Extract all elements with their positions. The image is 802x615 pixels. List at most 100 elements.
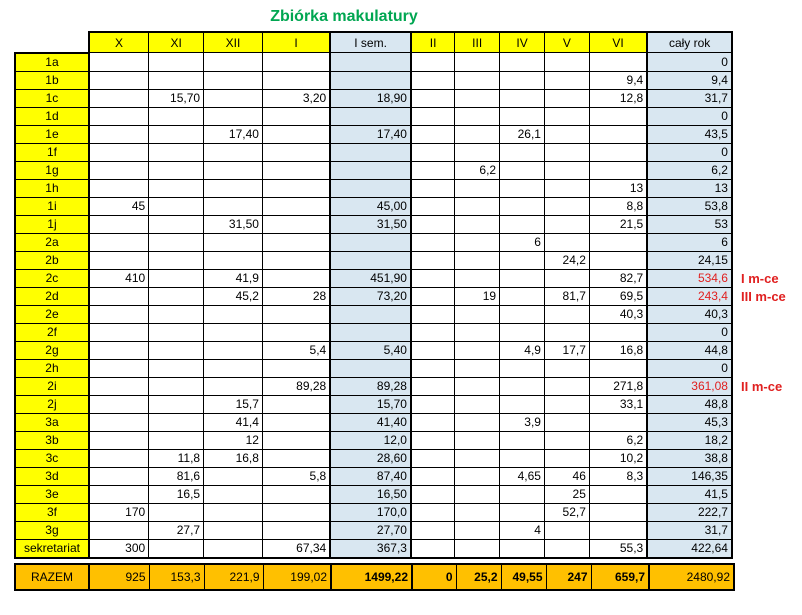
table-row: 1e 17,40 17,40 26,1 43,5: [14, 124, 801, 144]
table-row: 2g 5,4 5,40 4,9 17,7 16,8 44,8: [14, 340, 801, 360]
table-cell: [261, 412, 331, 432]
row-label: 1a: [14, 51, 90, 72]
table-cell: 41,40: [329, 412, 412, 432]
table-cell: [543, 358, 590, 378]
table-cell: [454, 232, 501, 252]
table-cell: 12: [203, 430, 263, 450]
table-cell: 0: [646, 52, 733, 72]
table-cell: [588, 232, 648, 252]
column-header: III: [454, 31, 501, 53]
table-cell: [148, 304, 205, 324]
table-cell: [454, 268, 501, 288]
table-cell: 24,15: [646, 250, 733, 270]
table-row: 3f 170 170,0 52,7 222,7: [14, 502, 801, 522]
table-cell: [261, 430, 331, 450]
table-cell: 31,50: [203, 214, 263, 234]
table-cell: [329, 232, 412, 252]
row-label: 2h: [14, 358, 90, 378]
table-cell: 55,3: [588, 538, 648, 559]
table-cell: [88, 322, 150, 342]
table-cell: [410, 106, 456, 126]
table-row: 2h 0: [14, 358, 801, 378]
table-cell: [88, 484, 150, 504]
table-cell: [88, 142, 150, 162]
table-cell: [499, 178, 545, 198]
table-cell: 17,40: [203, 124, 263, 144]
table-row: 2f 0: [14, 322, 801, 342]
table-cell: [410, 268, 456, 288]
table-cell: 300: [88, 538, 150, 559]
rank-note: [731, 431, 801, 449]
table-cell: [410, 430, 456, 450]
table-cell: [203, 358, 263, 378]
rank-note: [731, 539, 801, 558]
table-cell: [203, 142, 263, 162]
table-row: 1d 0: [14, 106, 801, 126]
table-cell: 16,5: [148, 484, 205, 504]
rank-note: [731, 359, 801, 377]
table-cell: [261, 484, 331, 504]
table-cell: [454, 502, 501, 522]
table-cell: 4: [499, 520, 545, 540]
table-cell: [261, 394, 331, 414]
table-cell: 28,60: [329, 448, 412, 468]
table-cell: [499, 250, 545, 270]
table-cell: 13: [646, 178, 733, 198]
total-cell: 247: [545, 562, 592, 591]
row-label: 3e: [14, 484, 90, 504]
table-cell: 12,8: [588, 88, 648, 108]
table-cell: [88, 286, 150, 306]
table-cell: 17,40: [329, 124, 412, 144]
table-cell: [88, 52, 150, 72]
table-cell: [148, 286, 205, 306]
table-cell: [203, 466, 263, 486]
table-cell: [203, 322, 263, 342]
table-cell: 6: [646, 232, 733, 252]
table-cell: [261, 52, 331, 72]
table-row: 1g 6,2 6,2: [14, 160, 801, 180]
table-cell: [261, 250, 331, 270]
table-cell: [148, 250, 205, 270]
table-cell: 15,70: [148, 88, 205, 108]
rank-note: [731, 71, 801, 89]
table-cell: [499, 106, 545, 126]
table-row: 3e 16,5 16,50 25 41,5: [14, 484, 801, 504]
rank-note: [731, 143, 801, 161]
table-cell: [410, 142, 456, 162]
table-row: 1f 0: [14, 142, 801, 162]
table-cell: 45: [88, 196, 150, 216]
table-row: 2d 45,2 28 73,20 19 81,7 69,5 243,4 III m-ce: [14, 286, 801, 306]
table-row: 1h 13 13: [14, 178, 801, 198]
table-cell: [499, 448, 545, 468]
table-cell: [588, 124, 648, 144]
table-cell: [499, 196, 545, 216]
table-cell: 45,2: [203, 286, 263, 306]
column-header: cały rok: [646, 31, 733, 53]
table-cell: [454, 322, 501, 342]
row-label: 2c: [14, 268, 90, 288]
table-cell: [588, 322, 648, 342]
page-title: Zbiórka makulatury: [270, 8, 418, 25]
table-cell: [261, 448, 331, 468]
table-cell: [543, 214, 590, 234]
table-cell: [261, 196, 331, 216]
table-cell: [454, 52, 501, 72]
rank-note: III m-ce: [731, 287, 801, 305]
table-cell: [410, 484, 456, 504]
table-cell: [410, 376, 456, 396]
table-cell: 21,5: [588, 214, 648, 234]
table-cell: [454, 394, 501, 414]
table-cell: 67,34: [261, 538, 331, 559]
table-cell: 367,3: [329, 538, 412, 559]
row-label: 1d: [14, 106, 90, 126]
table-cell: [543, 196, 590, 216]
table-cell: [543, 322, 590, 342]
row-label: 3c: [14, 448, 90, 468]
table-cell: [499, 322, 545, 342]
table-cell: [410, 502, 456, 522]
table-cell: [543, 376, 590, 396]
table-cell: [454, 304, 501, 324]
table-cell: [88, 304, 150, 324]
row-label: 3g: [14, 520, 90, 540]
rank-note: [731, 179, 801, 197]
